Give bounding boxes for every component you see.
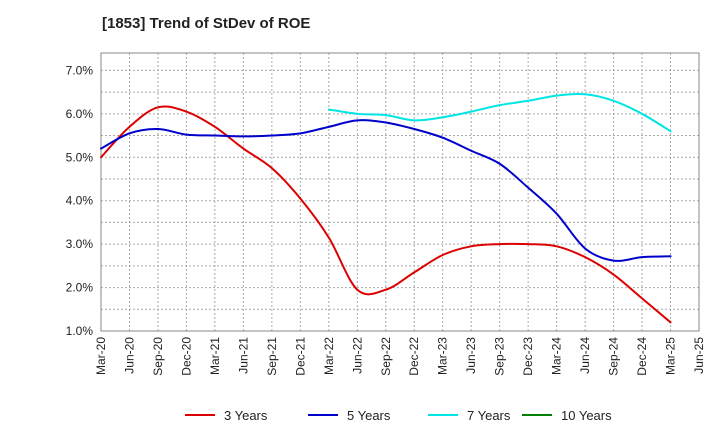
y-axis-ticks: 1.0% 2.0% 3.0% 4.0% 5.0% 6.0% 7.0% xyxy=(66,63,94,338)
x-axis-ticks: Mar-20 Jun-20 Sep-20 Dec-20 Mar-21 Jun-21 Sep-… xyxy=(94,337,706,376)
x-tick-label: Sep-24 xyxy=(607,337,621,376)
x-tick-label: Mar-21 xyxy=(208,337,222,375)
x-tick-label: Jun-23 xyxy=(464,337,478,374)
x-tick-label: Jun-22 xyxy=(350,337,364,374)
x-tick-label: Jun-20 xyxy=(122,337,136,374)
x-tick-label: Jun-25 xyxy=(692,337,706,374)
y-tick-label: 7.0% xyxy=(66,63,94,77)
legend: 3 Years 5 Years 7 Years 10 Years xyxy=(185,408,612,423)
x-tick-label: Mar-24 xyxy=(550,337,564,375)
legend-label-3-years: 3 Years xyxy=(224,408,268,423)
plot-border xyxy=(100,52,700,332)
y-tick-label: 5.0% xyxy=(66,150,94,164)
y-tick-label: 2.0% xyxy=(66,281,94,295)
x-tick-label: Jun-24 xyxy=(578,337,592,374)
x-tick-label: Dec-23 xyxy=(521,337,535,376)
series-line-5-years xyxy=(100,119,672,262)
legend-label-7-years: 7 Years xyxy=(467,408,511,423)
chart-title: [1853] Trend of StDev of ROE xyxy=(102,15,310,32)
series-line-3-years xyxy=(100,105,672,324)
legend-label-10-years: 10 Years xyxy=(561,408,612,423)
y-tick-label: 6.0% xyxy=(66,107,94,121)
x-tick-label: Dec-20 xyxy=(179,337,193,376)
x-tick-label: Dec-24 xyxy=(635,337,649,376)
legend-label-5-years: 5 Years xyxy=(347,408,391,423)
x-tick-label: Mar-25 xyxy=(664,337,678,375)
x-tick-label: Sep-22 xyxy=(379,337,393,376)
series-lines xyxy=(100,92,672,324)
x-tick-label: Sep-23 xyxy=(493,337,507,376)
x-tick-label: Mar-22 xyxy=(322,337,336,375)
plot-area xyxy=(101,53,699,331)
x-tick-label: Sep-20 xyxy=(151,337,165,376)
x-tick-label: Dec-22 xyxy=(407,337,421,376)
x-tick-label: Mar-23 xyxy=(436,337,450,375)
series-line-7-years xyxy=(327,92,672,133)
y-tick-label: 1.0% xyxy=(66,324,94,338)
y-tick-label: 3.0% xyxy=(66,237,94,251)
x-tick-label: Jun-21 xyxy=(236,337,250,374)
x-tick-label: Dec-21 xyxy=(293,337,307,376)
x-tick-label: Mar-20 xyxy=(94,337,108,375)
y-tick-label: 4.0% xyxy=(66,194,94,208)
x-tick-label: Sep-21 xyxy=(265,337,279,376)
